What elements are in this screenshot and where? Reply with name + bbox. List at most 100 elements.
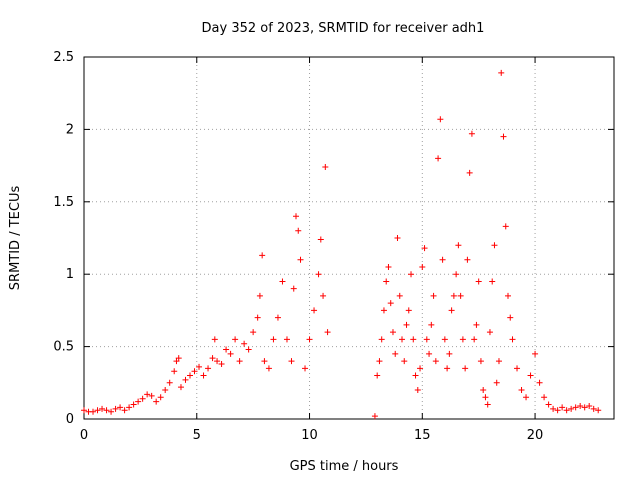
data-point (90, 408, 97, 415)
data-point (541, 394, 548, 401)
data-point (428, 321, 435, 328)
data-point (236, 358, 243, 365)
y-tick-label: 2 (66, 122, 74, 137)
data-point (466, 169, 473, 176)
data-point (256, 292, 263, 299)
data-point (577, 402, 584, 409)
data-point (378, 336, 385, 343)
data-point (153, 398, 160, 405)
data-point (408, 271, 415, 278)
data-point (182, 376, 189, 383)
data-point (410, 336, 417, 343)
data-point (218, 360, 225, 367)
data-point (250, 329, 257, 336)
data-point (491, 242, 498, 249)
x-tick-label: 5 (193, 428, 201, 443)
data-point (385, 263, 392, 270)
data-point (241, 340, 248, 347)
data-point (387, 300, 394, 307)
data-point (464, 256, 471, 263)
data-point (439, 256, 446, 263)
data-point (259, 252, 266, 259)
data-point (507, 314, 514, 321)
data-point (232, 336, 239, 343)
data-point (414, 387, 421, 394)
data-point (130, 401, 137, 408)
data-point (317, 236, 324, 243)
data-point (446, 350, 453, 357)
y-tick-label: 1.5 (53, 195, 74, 210)
data-point (157, 394, 164, 401)
data-point (99, 405, 106, 412)
data-point (144, 391, 151, 398)
y-tick-label: 0 (66, 412, 74, 427)
data-point (595, 407, 602, 414)
data-point (459, 336, 466, 343)
data-point (527, 372, 534, 379)
data-point (486, 329, 493, 336)
data-point (171, 368, 178, 375)
data-point (489, 278, 496, 285)
data-point (477, 358, 484, 365)
plot-frame (83, 56, 615, 420)
x-tick-label: 10 (301, 428, 318, 443)
data-point (462, 365, 469, 372)
x-axis-label: GPS time / hours (290, 459, 399, 474)
data-point (550, 405, 557, 412)
data-point (581, 404, 588, 411)
data-point (311, 307, 318, 314)
data-point (209, 355, 216, 362)
data-point (509, 336, 516, 343)
data-point (389, 329, 396, 336)
data-point (148, 392, 155, 399)
data-point (205, 365, 212, 372)
data-point (290, 285, 297, 292)
data-point (371, 413, 378, 420)
data-point (306, 336, 313, 343)
data-point (554, 407, 561, 414)
data-point (441, 336, 448, 343)
x-tick-label: 20 (527, 428, 544, 443)
y-tick-label: 0.5 (53, 340, 74, 355)
data-point (471, 336, 478, 343)
data-point (112, 405, 119, 412)
data-point (108, 408, 115, 415)
data-point (523, 394, 530, 401)
data-point (297, 256, 304, 263)
data-point (505, 292, 511, 299)
data-point (455, 242, 462, 249)
data-point (423, 336, 430, 343)
data-point (315, 271, 322, 278)
data-point (166, 379, 173, 386)
data-point (322, 164, 329, 171)
data-point (457, 292, 464, 299)
data-point (545, 401, 552, 408)
data-point (401, 358, 408, 365)
data-point (135, 398, 142, 405)
data-point (475, 278, 482, 285)
data-point (324, 329, 331, 336)
data-point (320, 292, 327, 299)
data-point (394, 235, 401, 241)
data-point (495, 358, 502, 365)
data-point (430, 292, 437, 299)
data-point (448, 307, 455, 314)
data-point (419, 263, 426, 270)
data-point (396, 292, 403, 299)
data-point (227, 350, 234, 357)
data-point (563, 407, 570, 414)
data-point (532, 350, 539, 357)
data-point (590, 405, 597, 412)
data-point (103, 407, 110, 414)
chart-title: Day 352 of 2023, SRMTID for receiver adh… (202, 21, 485, 36)
data-point (536, 379, 543, 386)
data-point (417, 365, 424, 372)
data-point (162, 387, 169, 394)
x-tick-label: 15 (414, 428, 431, 443)
data-point (453, 271, 460, 278)
data-point (444, 365, 451, 372)
data-point (270, 336, 277, 343)
data-point (283, 336, 290, 343)
data-point (200, 372, 207, 379)
data-point (214, 358, 221, 365)
